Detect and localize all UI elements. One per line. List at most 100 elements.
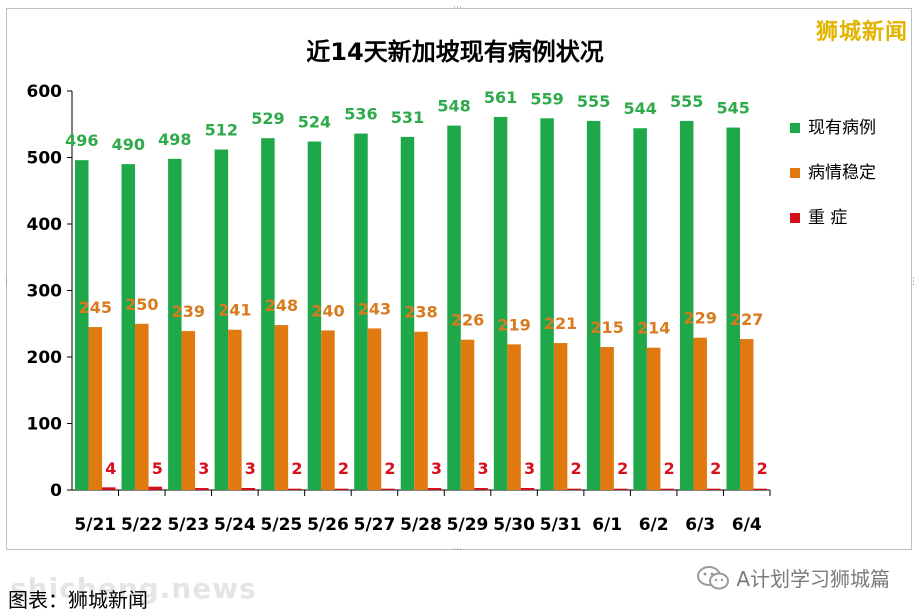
data-label: 524	[298, 113, 331, 132]
data-label: 2	[710, 459, 721, 478]
bar-existing	[493, 116, 508, 490]
data-label: 3	[198, 459, 209, 478]
account-name: A计划学习狮城篇	[736, 567, 890, 591]
data-label: 219	[497, 315, 530, 334]
bar-stable	[228, 329, 242, 490]
data-label: 243	[358, 299, 391, 318]
y-tick-label: 500	[27, 149, 63, 169]
bar-existing	[540, 118, 554, 490]
data-label: 561	[484, 88, 517, 107]
bar-stable	[88, 327, 103, 490]
data-label: 245	[79, 298, 112, 317]
bar-existing	[679, 120, 694, 491]
data-label: 226	[451, 311, 484, 330]
data-label: 229	[683, 309, 716, 328]
data-label: 531	[391, 108, 424, 127]
x-tick-label: 6/4	[732, 515, 762, 535]
resize-handle-top[interactable]: ⋯	[453, 3, 462, 13]
x-tick-label: 6/3	[685, 515, 715, 535]
bar-critical	[753, 488, 767, 490]
y-tick-label: 600	[27, 82, 63, 102]
data-label: 221	[544, 314, 577, 333]
data-label: 214	[637, 319, 670, 338]
axes: 0 100 200 300 400 500 600 5/21 5/22 5/23 5/24 5/25 5…	[27, 82, 771, 535]
legend-swatch	[790, 123, 800, 133]
bar-existing	[214, 149, 229, 490]
data-label: 5	[152, 459, 163, 478]
x-tick-label: 5/30	[493, 515, 535, 535]
data-label: 559	[530, 89, 563, 108]
data-label: 4	[105, 459, 116, 478]
x-tick-label: 5/22	[121, 515, 163, 535]
bar-critical	[474, 488, 488, 490]
y-tick-label: 200	[27, 348, 63, 368]
bar-critical	[520, 488, 535, 490]
account-attribution: A计划学习狮城篇	[696, 563, 890, 592]
data-label: 498	[158, 130, 191, 149]
bar-critical	[706, 488, 721, 490]
data-label: 529	[251, 109, 284, 128]
y-tick-label: 100	[27, 415, 63, 435]
site-watermark: shicheng.news	[10, 572, 257, 605]
resize-handle-bottom[interactable]: ⋯	[453, 545, 462, 555]
bar-existing	[633, 128, 647, 491]
legend-label: 现有病例	[808, 118, 876, 138]
data-label: 3	[431, 459, 442, 478]
x-tick-label: 5/29	[447, 515, 489, 535]
legend-swatch	[790, 213, 800, 223]
data-label: 3	[524, 459, 535, 478]
x-tick-label: 5/28	[400, 515, 442, 535]
bar-critical	[660, 488, 674, 490]
data-label: 544	[623, 99, 656, 118]
data-label: 2	[338, 459, 349, 478]
chart-source: 图表：狮城新闻	[8, 588, 148, 612]
data-label: 2	[617, 459, 628, 478]
y-tick-label: 0	[50, 481, 62, 501]
y-tick-label: 400	[27, 215, 63, 235]
bar-critical	[567, 488, 581, 490]
bar-stable	[414, 331, 428, 490]
data-label: 227	[730, 310, 763, 329]
x-tick-label: 5/27	[354, 515, 396, 535]
data-label: 2	[571, 459, 582, 478]
data-label: 536	[344, 105, 377, 124]
bar-stable	[135, 323, 149, 490]
x-tick-label: 5/24	[214, 515, 256, 535]
resize-handle-left[interactable]: ⋮	[2, 277, 11, 287]
bar-existing	[400, 136, 415, 490]
y-tick-label: 300	[27, 282, 63, 302]
data-label: 238	[404, 303, 437, 322]
bar-stable	[274, 325, 289, 490]
data-label: 555	[577, 92, 610, 111]
bar-existing	[75, 160, 89, 490]
bar-existing	[586, 120, 601, 491]
x-tick-label: 6/1	[592, 515, 622, 535]
bar-existing	[447, 125, 461, 490]
watermark-logo: 狮城新闻	[815, 20, 908, 45]
legend-label: 重 症	[808, 208, 847, 228]
bar-stable	[507, 344, 521, 490]
bar-stable	[367, 328, 382, 490]
bar-critical	[613, 488, 628, 490]
data-label: 241	[218, 301, 251, 320]
x-tick-label: 5/21	[74, 515, 116, 535]
data-label: 2	[291, 459, 302, 478]
data-label: 496	[65, 131, 98, 150]
resize-handle-right[interactable]: ⋮	[909, 277, 918, 287]
data-label: 545	[717, 99, 750, 118]
legend-label: 病情稳定	[808, 163, 876, 183]
bar-stable	[553, 343, 568, 490]
bar-existing	[168, 158, 182, 490]
bar-critical	[427, 488, 442, 490]
data-label: 215	[590, 318, 623, 337]
data-label: 555	[670, 92, 703, 111]
x-tick-label: 5/23	[167, 515, 209, 535]
bar-existing	[307, 141, 322, 491]
bar-stable	[321, 330, 335, 490]
data-label: 3	[245, 459, 256, 478]
data-label: 2	[384, 459, 395, 478]
x-tick-label: 5/25	[261, 515, 303, 535]
legend-swatch	[790, 168, 800, 178]
